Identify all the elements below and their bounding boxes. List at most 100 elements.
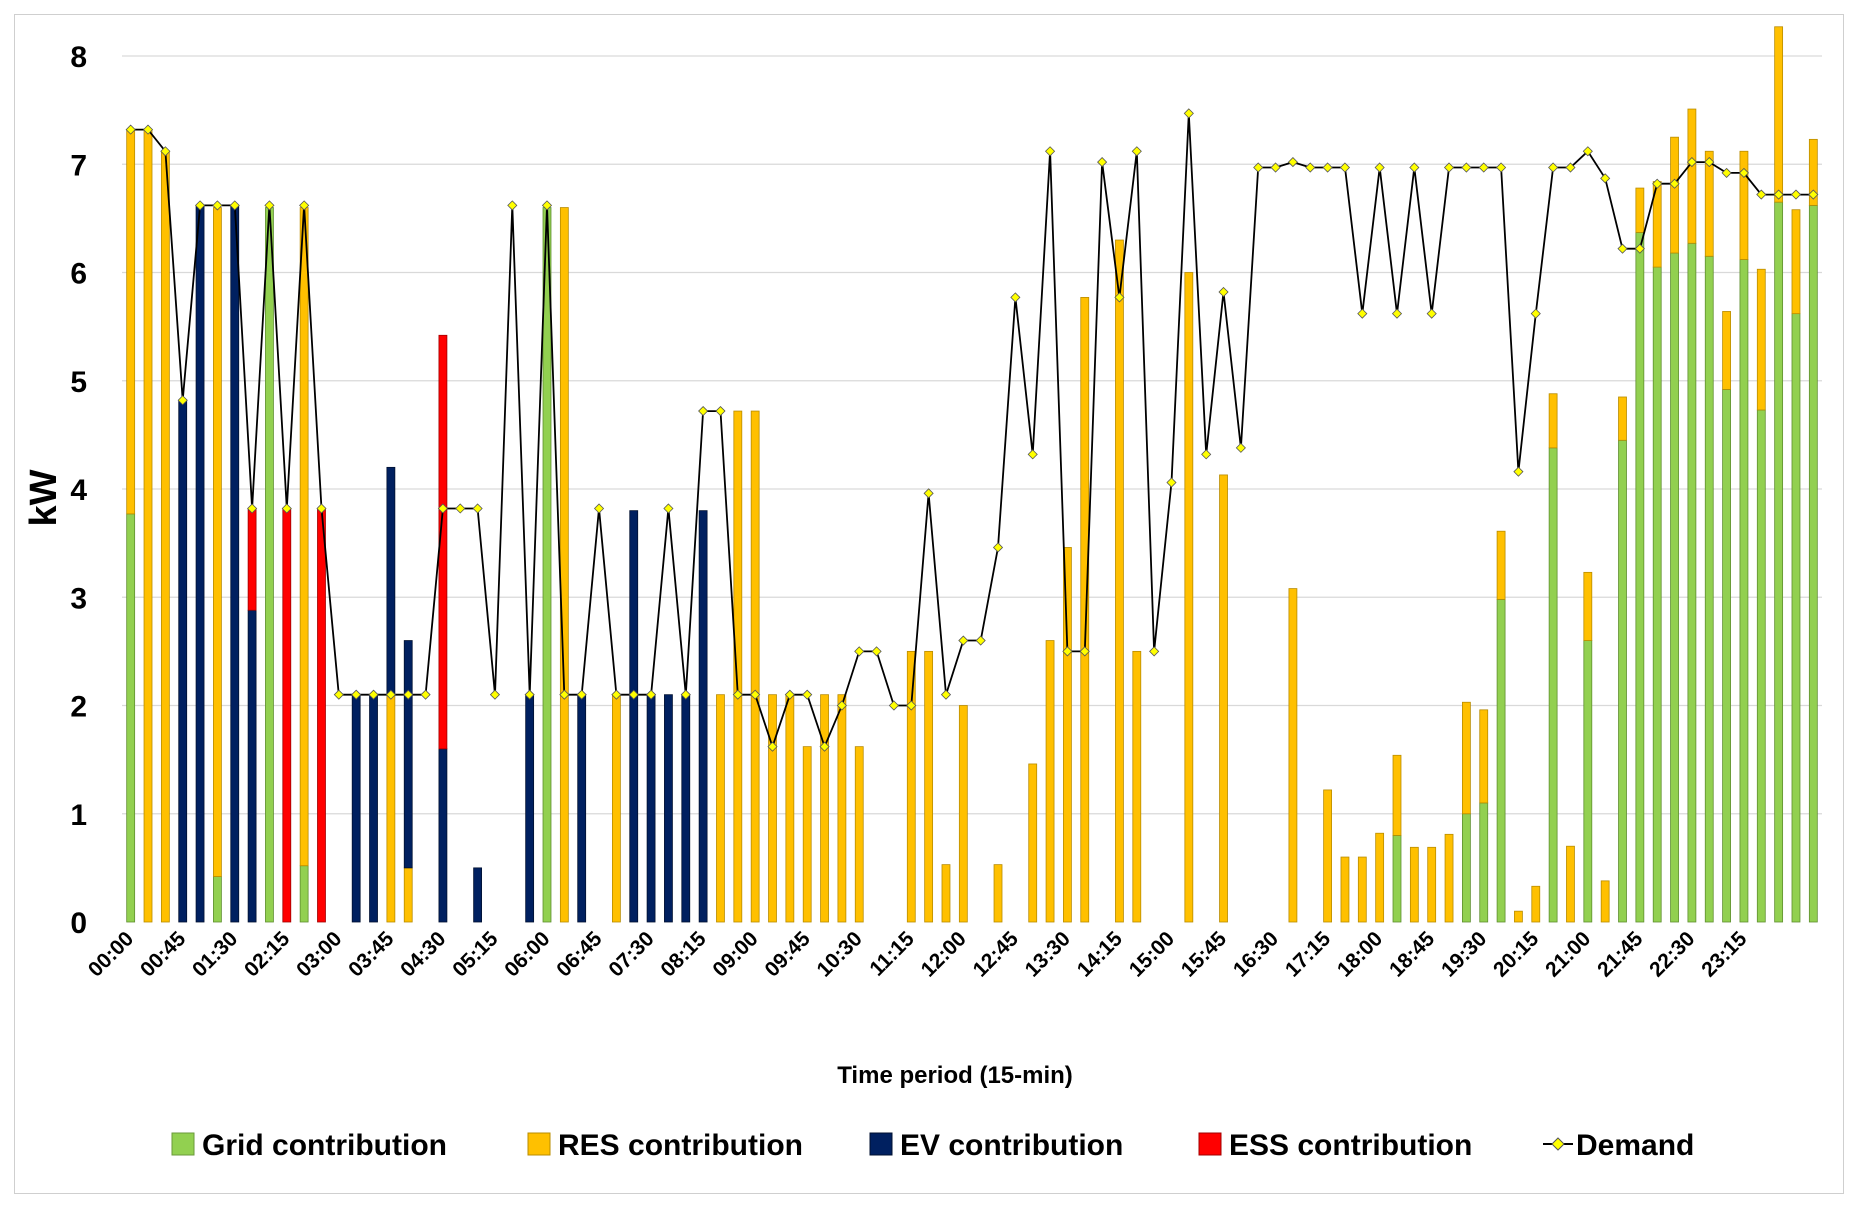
demand-point [1166, 477, 1177, 488]
bar-segment-grid [1739, 259, 1749, 923]
demand-point [1027, 449, 1038, 460]
bar-segment-ev [577, 694, 587, 923]
bar-segment-ev [386, 466, 396, 696]
bar-segment-res [1583, 571, 1593, 641]
bar-segment-res [1184, 272, 1194, 923]
demand-point [1461, 162, 1472, 173]
demand-point [1652, 178, 1663, 189]
y-tick-label: 8 [70, 41, 87, 74]
demand-point [802, 689, 813, 700]
x-axis-ticks: 00:0000:4501:3002:1503:0003:4504:3005:15… [84, 927, 1752, 981]
bar-segment-res [993, 864, 1003, 923]
bar-segment-ev [681, 694, 691, 923]
bar-segment-res [802, 746, 812, 923]
demand-line [130, 113, 1814, 750]
bar-segment-ev [664, 694, 673, 923]
demand-point [958, 635, 969, 646]
bar-segment-res [1496, 530, 1506, 600]
demand-point [385, 689, 396, 700]
demand-point [1548, 162, 1559, 173]
bar-segment-res [837, 694, 847, 923]
demand-point [1582, 146, 1593, 157]
y-axis-title: kW [23, 469, 65, 526]
x-tick-label: 09:45 [760, 927, 814, 981]
demand-point [541, 200, 553, 211]
bar-segment-res [1132, 650, 1142, 923]
bar-segment-res [143, 129, 153, 923]
x-tick-label: 03:00 [292, 927, 346, 981]
demand-point [940, 689, 952, 700]
demand-point [1669, 178, 1680, 189]
bar-segment-res [1531, 885, 1541, 923]
demand-point [403, 689, 414, 700]
demand-point [1322, 162, 1333, 173]
demand-point [281, 503, 292, 514]
demand-point [1339, 162, 1351, 173]
demand-point [680, 689, 691, 700]
bar-segment-res [941, 864, 951, 923]
bar-segment-grid [1774, 201, 1784, 923]
demand-point [1235, 442, 1246, 453]
bar-segment-res [1045, 640, 1055, 923]
bar-segment-ev [629, 510, 639, 923]
bar-segment-res [1375, 832, 1385, 923]
demand-point [923, 488, 934, 499]
bar-segment-grid [1496, 599, 1506, 923]
x-tick-label: 14:15 [1073, 927, 1127, 981]
demand-point [1149, 646, 1160, 657]
demand-point [160, 146, 171, 157]
bars [126, 26, 1818, 923]
demand-point [264, 200, 275, 211]
x-tick-label: 19:30 [1437, 927, 1491, 981]
demand-point [455, 503, 466, 514]
bar-segment-grid [542, 207, 552, 923]
demand-point [1634, 243, 1645, 254]
demand-point [1097, 157, 1108, 168]
bar-segment-res [716, 694, 725, 923]
demand-point [871, 646, 882, 657]
demand-point [1183, 108, 1194, 119]
bar-segment-res [750, 410, 760, 923]
bar-segment-ev [698, 510, 708, 923]
x-tick-label: 15:00 [1125, 927, 1179, 981]
demand-point [1513, 466, 1524, 477]
bar-segment-ev [247, 609, 257, 923]
demand-point [1617, 243, 1628, 254]
legend-swatch-grid [171, 1132, 195, 1156]
demand-point [975, 635, 986, 646]
bar-segment-grid [1704, 255, 1714, 923]
chart-frame [14, 14, 1844, 1194]
y-tick-label: 4 [70, 474, 87, 507]
demand-point [1218, 286, 1229, 298]
x-tick-label: 16:30 [1229, 927, 1283, 981]
bar-segment-ev [351, 694, 361, 923]
bar-segment-res [160, 150, 170, 923]
demand-point [715, 405, 726, 417]
x-tick-label: 18:45 [1385, 927, 1439, 981]
bar-segment-grid [1392, 835, 1402, 923]
demand-point [1270, 162, 1281, 173]
demand-point [1253, 162, 1264, 173]
x-tick-label: 23:15 [1697, 927, 1751, 981]
demand-point [1721, 167, 1732, 178]
demand-point [351, 689, 362, 700]
bar-segment-res [1600, 880, 1610, 923]
demand-point [1496, 162, 1507, 173]
bar-segment-ev [178, 399, 188, 923]
bar-segment-ess [317, 508, 326, 923]
bar-segment-res [733, 410, 743, 923]
x-tick-label: 21:45 [1593, 927, 1647, 981]
x-tick-label: 10:30 [813, 927, 867, 981]
bar-segment-ess [282, 508, 292, 923]
y-tick-label: 5 [70, 366, 87, 399]
demand-point [368, 689, 379, 700]
bar-segment-grid [1722, 389, 1731, 923]
bar-segment-res [1739, 150, 1749, 260]
bar-segment-ev [438, 748, 448, 923]
demand-point [1409, 162, 1420, 173]
demand-point [1062, 646, 1073, 657]
bar-segment-res [1618, 396, 1627, 441]
demand-point [507, 200, 518, 211]
bar-segment-res [1219, 474, 1228, 923]
demand-point [1773, 189, 1784, 200]
